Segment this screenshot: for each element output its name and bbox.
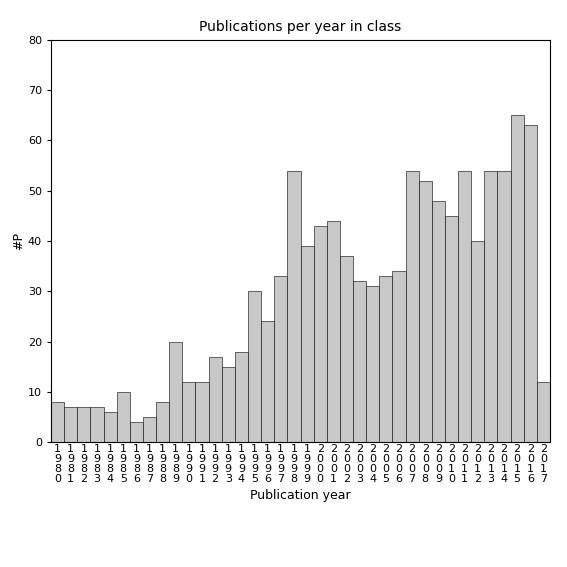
Bar [77, 407, 90, 442]
Bar [445, 216, 458, 442]
Bar [261, 321, 274, 442]
Bar [274, 276, 287, 442]
Bar [511, 115, 524, 442]
Bar [366, 286, 379, 442]
Bar [64, 407, 77, 442]
Bar [143, 417, 156, 442]
Bar [353, 281, 366, 442]
Bar [537, 382, 550, 442]
X-axis label: Publication year: Publication year [250, 489, 351, 502]
Bar [51, 402, 64, 442]
Bar [418, 180, 432, 442]
Bar [222, 367, 235, 442]
Bar [248, 291, 261, 442]
Bar [130, 422, 143, 442]
Bar [497, 171, 511, 442]
Bar [209, 357, 222, 442]
Bar [104, 412, 117, 442]
Bar [183, 382, 196, 442]
Y-axis label: #P: #P [12, 232, 25, 250]
Bar [169, 341, 183, 442]
Bar [340, 256, 353, 442]
Bar [90, 407, 104, 442]
Bar [235, 352, 248, 442]
Bar [327, 221, 340, 442]
Title: Publications per year in class: Publications per year in class [200, 20, 401, 35]
Bar [314, 226, 327, 442]
Bar [379, 276, 392, 442]
Bar [301, 246, 314, 442]
Bar [471, 241, 484, 442]
Bar [405, 171, 418, 442]
Bar [524, 125, 537, 442]
Bar [392, 271, 405, 442]
Bar [484, 171, 497, 442]
Bar [458, 171, 471, 442]
Bar [117, 392, 130, 442]
Bar [196, 382, 209, 442]
Bar [432, 201, 445, 442]
Bar [156, 402, 169, 442]
Bar [287, 171, 301, 442]
